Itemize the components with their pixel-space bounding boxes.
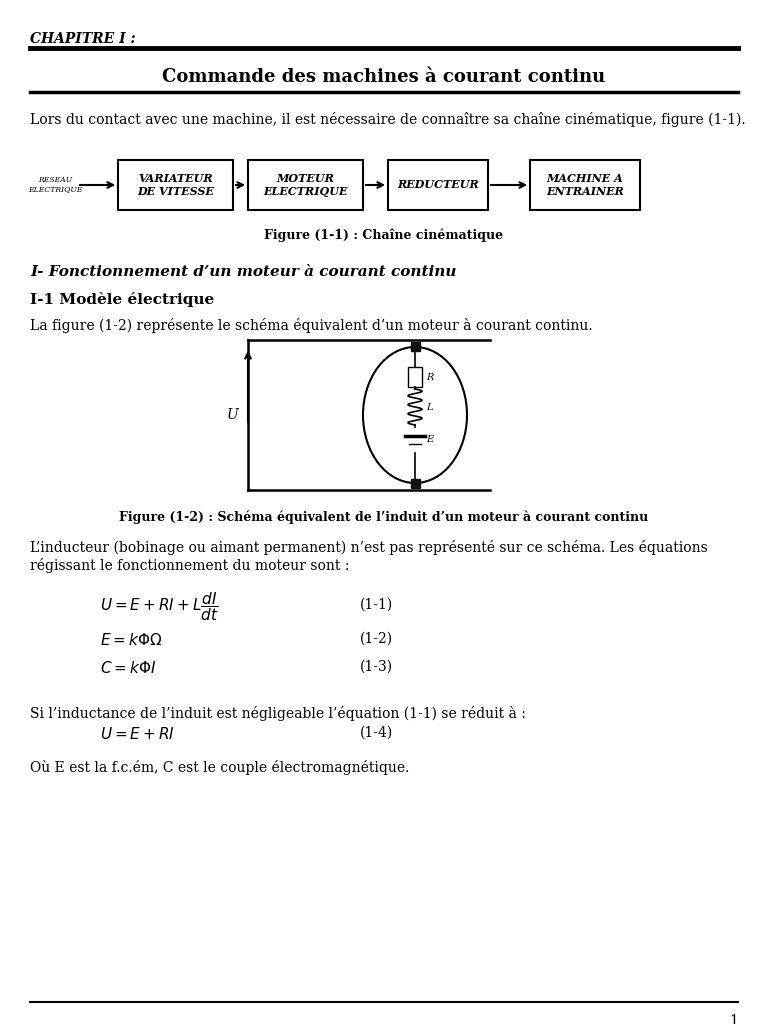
Ellipse shape <box>363 347 467 483</box>
Text: RESEAU
ELECTRIQUE: RESEAU ELECTRIQUE <box>28 176 82 194</box>
Text: $C = k\Phi I$: $C = k\Phi I$ <box>100 660 157 676</box>
Text: I-1 Modèle électrique: I-1 Modèle électrique <box>30 292 214 307</box>
Text: L’inducteur (bobinage ou aimant permanent) n’est pas représenté sur ce schéma. L: L’inducteur (bobinage ou aimant permanen… <box>30 540 708 555</box>
Text: (1-2): (1-2) <box>360 632 393 646</box>
Text: $E = k\Phi\Omega$: $E = k\Phi\Omega$ <box>100 632 162 648</box>
Bar <box>411 479 419 488</box>
Text: Lors du contact avec une machine, il est nécessaire de connaître sa chaîne ciném: Lors du contact avec une machine, il est… <box>30 112 746 127</box>
Text: Figure (1-1) : Chaîne cinématique: Figure (1-1) : Chaîne cinématique <box>264 228 504 242</box>
Text: Commande des machines à courant continu: Commande des machines à courant continu <box>162 68 606 86</box>
Text: $U = E + RI$: $U = E + RI$ <box>100 726 175 742</box>
Text: REDUCTEUR: REDUCTEUR <box>397 179 479 190</box>
Text: MOTEUR
ELECTRIQUE: MOTEUR ELECTRIQUE <box>263 173 348 197</box>
Text: VARIATEUR
DE VITESSE: VARIATEUR DE VITESSE <box>137 173 214 197</box>
Text: L: L <box>426 402 432 412</box>
Text: Où E est la f.c.ém, C est le couple électromagnétique.: Où E est la f.c.ém, C est le couple élec… <box>30 760 409 775</box>
FancyBboxPatch shape <box>118 160 233 210</box>
Text: 1: 1 <box>729 1014 738 1024</box>
Text: (1-3): (1-3) <box>360 660 393 674</box>
Text: MACHINE A
ENTRAINER: MACHINE A ENTRAINER <box>546 173 624 197</box>
Text: E: E <box>426 435 433 444</box>
Text: La figure (1-2) représente le schéma équivalent d’un moteur à courant continu.: La figure (1-2) représente le schéma équ… <box>30 318 593 333</box>
FancyBboxPatch shape <box>530 160 640 210</box>
Text: R: R <box>426 373 433 382</box>
Text: I- Fonctionnement d’un moteur à courant continu: I- Fonctionnement d’un moteur à courant … <box>30 265 456 279</box>
Text: (1-1): (1-1) <box>360 598 393 612</box>
FancyBboxPatch shape <box>248 160 363 210</box>
FancyBboxPatch shape <box>388 160 488 210</box>
Text: U: U <box>227 408 239 422</box>
Text: CHAPITRE I :: CHAPITRE I : <box>30 32 136 46</box>
FancyBboxPatch shape <box>408 367 422 387</box>
Text: Si l’inductance de l’induit est négligeable l’équation (1-1) se réduit à :: Si l’inductance de l’induit est négligea… <box>30 706 526 721</box>
Text: (1-4): (1-4) <box>360 726 393 740</box>
Text: $U = E + RI + L\dfrac{dI}{dt}$: $U = E + RI + L\dfrac{dI}{dt}$ <box>100 590 219 623</box>
Text: régissant le fonctionnement du moteur sont :: régissant le fonctionnement du moteur so… <box>30 558 349 573</box>
Text: Figure (1-2) : Schéma équivalent de l’induit d’un moteur à courant continu: Figure (1-2) : Schéma équivalent de l’in… <box>119 510 649 523</box>
Bar <box>411 342 419 351</box>
